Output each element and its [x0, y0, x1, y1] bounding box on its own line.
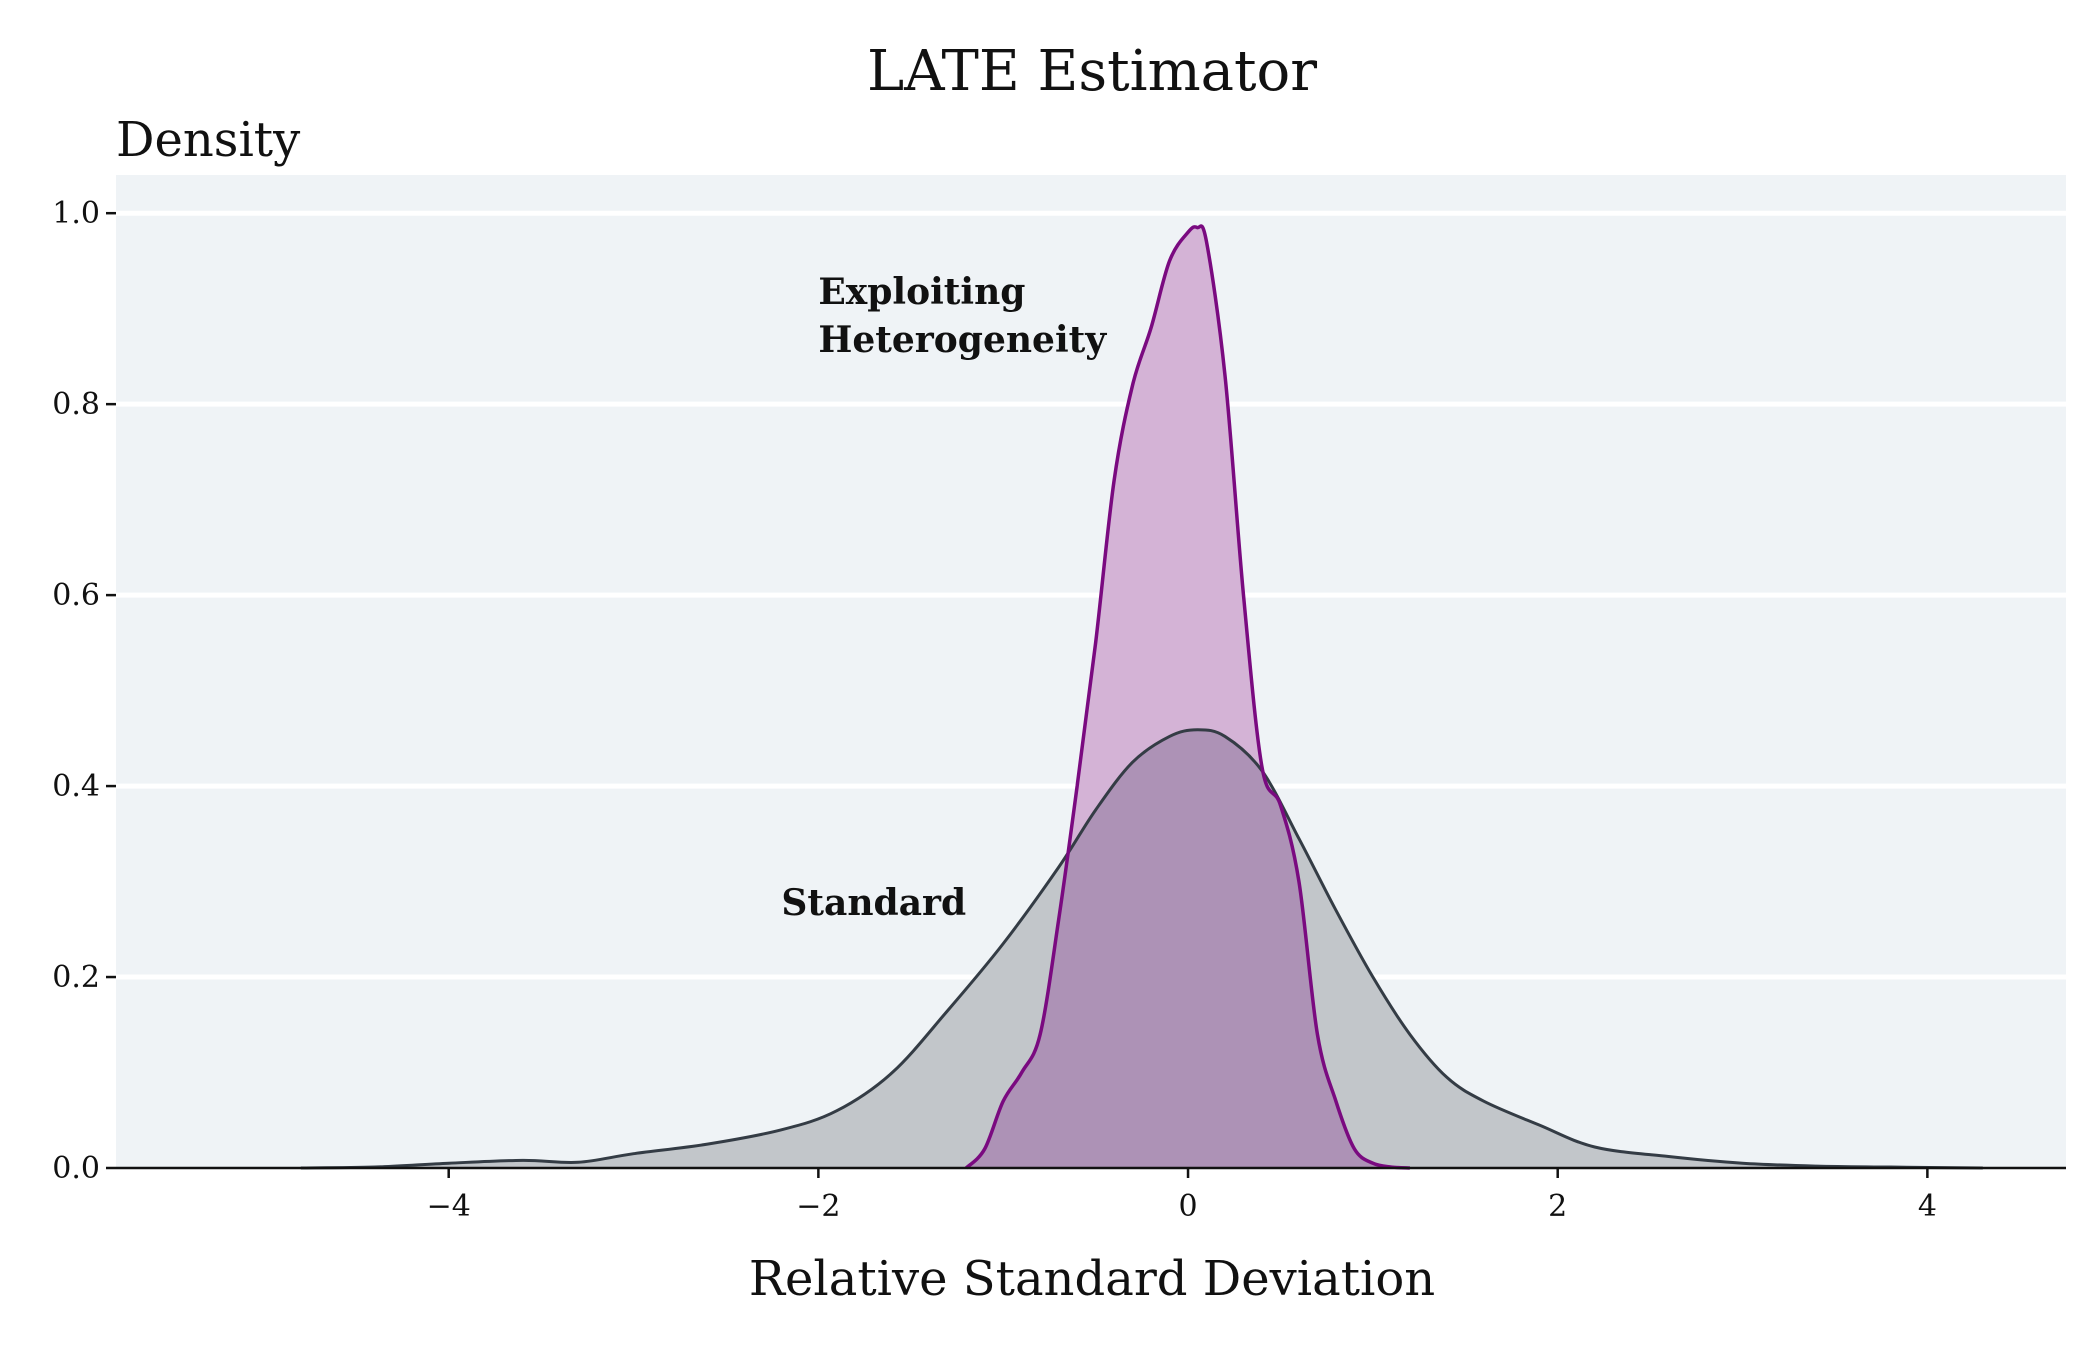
y-tick-label: 0.8 — [52, 387, 100, 422]
x-tick-label: −4 — [427, 1189, 471, 1224]
x-tick-label: 0 — [1178, 1189, 1197, 1224]
y-tick-label: 0.2 — [52, 960, 100, 995]
annotation-line: Exploiting — [818, 271, 1025, 313]
overlap-area — [966, 729, 1410, 1168]
x-tick-label: 2 — [1548, 1189, 1567, 1224]
annotation-line: Heterogeneity — [818, 319, 1107, 361]
x-tick-label: −2 — [796, 1189, 840, 1224]
exploiting-heterogeneity-line — [964, 224, 1410, 1170]
annotation-label: Standard — [781, 882, 966, 924]
y-axis-label: Density — [116, 112, 300, 168]
standard-line — [300, 728, 1983, 1170]
chart-title: LATE Estimator — [867, 39, 1317, 104]
annotations: Exploiting Heterogeneity Standard — [781, 271, 1107, 924]
y-tick-label: 0.0 — [52, 1151, 100, 1186]
annotation-label: Exploiting Heterogeneity — [818, 271, 1107, 361]
y-tick-label: 1.0 — [52, 196, 100, 231]
y-tick-label: 0.4 — [52, 769, 100, 804]
y-tick-label: 0.6 — [52, 578, 100, 613]
x-tick-label: 4 — [1918, 1189, 1937, 1224]
y-ticks: 0.0 0.2 0.4 0.6 0.8 1.0 — [52, 196, 116, 1186]
annotation-line: Standard — [781, 882, 966, 924]
x-ticks: −4 −2 0 2 4 — [427, 1168, 1937, 1224]
x-axis-label: Relative Standard Deviation — [749, 1251, 1435, 1307]
